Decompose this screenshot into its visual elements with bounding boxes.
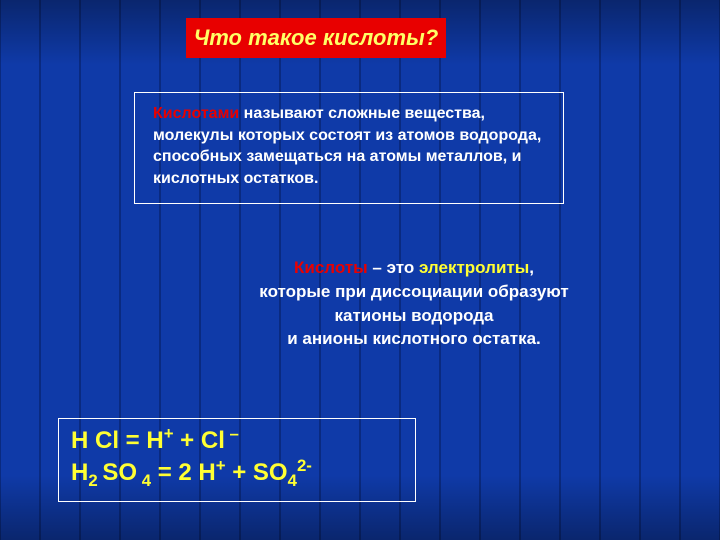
electrolyte-block: Кислоты – это электролиты, которые при д… [204, 256, 624, 351]
equation-box: H Cl = H+ + Cl – H2 SO 4 = 2 H+ + SO42- [58, 418, 416, 502]
electrolyte-post: , [529, 258, 534, 277]
eq1-r1: H [146, 427, 163, 454]
eq2-eq: = [151, 459, 178, 486]
eq2-l2-sub: 4 [137, 471, 151, 490]
eq2-plus: + [226, 459, 253, 486]
electrolyte-line-3: катионы водорода [204, 304, 624, 328]
equation-1: H Cl = H+ + Cl – [71, 425, 403, 457]
eq1-eq: = [119, 427, 146, 454]
eq2-r1: H [198, 459, 215, 486]
eq2-coef: 2 [178, 459, 198, 486]
definition-box: Кислотами называют сложные вещества, мол… [134, 92, 564, 204]
eq2-l1: H [71, 459, 88, 486]
slide-title-text: Что такое кислоты? [194, 25, 439, 51]
electrolyte-line-2: которые при диссоциации образуют [204, 280, 624, 304]
eq2-r2-sup: 2- [297, 456, 312, 475]
eq1-lhs: H Cl [71, 427, 119, 454]
electrolyte-hl-2: электролиты [419, 258, 529, 277]
electrolyte-hl-1: Кислоты [294, 258, 372, 277]
electrolyte-line-4: и анионы кислотного остатка. [204, 327, 624, 351]
electrolyte-mid: – это [372, 258, 419, 277]
eq1-r2: Cl [201, 427, 225, 454]
slide-title: Что такое кислоты? [186, 18, 446, 58]
electrolyte-line-1: Кислоты – это электролиты, [204, 256, 624, 280]
eq2-l2: SO [102, 459, 137, 486]
eq2-l1-sub: 2 [88, 471, 102, 490]
equation-2: H2 SO 4 = 2 H+ + SO42- [71, 457, 403, 489]
definition-highlight: Кислотами [153, 105, 239, 122]
eq1-plus: + [174, 427, 201, 454]
eq1-r1-sup: + [164, 424, 174, 443]
eq1-r2-sup: – [225, 424, 239, 443]
eq2-r1-sup: + [216, 456, 226, 475]
eq2-r2-sub: 4 [288, 471, 297, 490]
eq2-r2: SO [253, 459, 288, 486]
